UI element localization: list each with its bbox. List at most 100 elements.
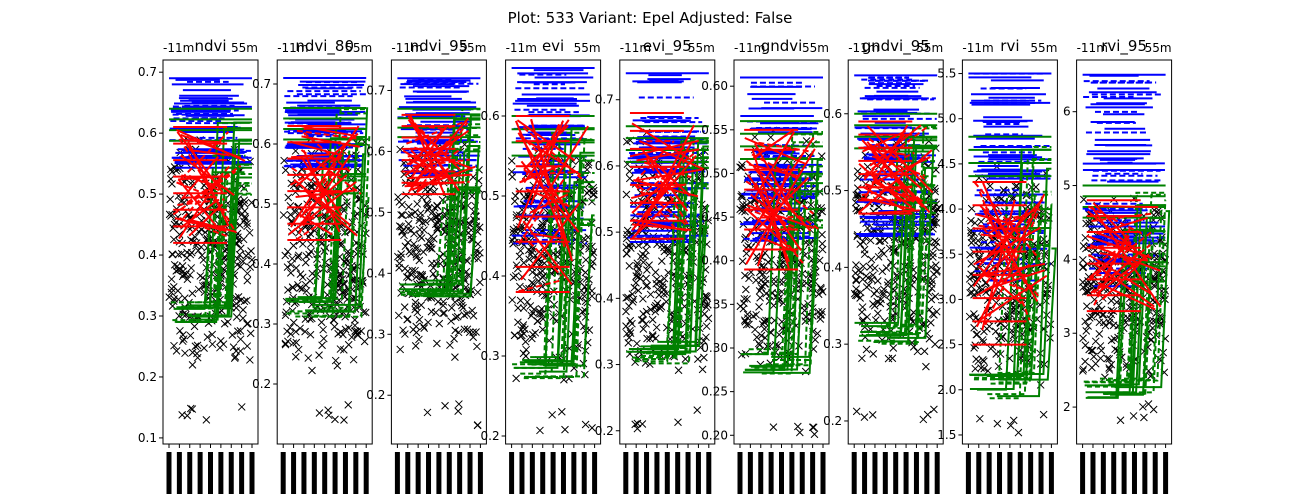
point-marker [284,193,293,202]
point-marker [1116,416,1125,425]
point-marker [1097,346,1106,355]
point-marker [174,286,182,295]
point-marker [423,206,432,214]
point-marker [291,352,300,361]
point-marker [1099,310,1108,319]
y-tick-label: 0.2 [366,388,385,402]
point-marker [633,262,641,270]
point-marker [851,198,860,207]
series-b-line [176,181,218,200]
series-b-line [873,162,922,202]
point-marker [418,218,427,227]
point-marker [808,423,817,432]
point-marker [404,220,413,228]
point-marker [1107,310,1116,319]
point-marker [665,195,674,204]
point-marker [519,321,528,329]
y-tick-label: 0.4 [366,266,385,280]
x-tick-label [986,452,992,494]
series-b-line [290,125,360,228]
series-c-line [524,138,592,378]
subplot-title: gndvi_95 [862,37,930,56]
point-marker [873,309,882,318]
point-marker [1088,312,1096,321]
series-b-line [409,120,461,171]
point-marker [853,184,862,192]
point-marker [548,410,557,419]
point-marker [181,310,190,319]
series-b-line [530,232,563,240]
point-marker [756,346,765,355]
y-tick-label: 0.3 [595,358,614,372]
point-marker [538,219,547,228]
point-marker [165,293,174,301]
y-tick-label: 0.3 [138,309,157,323]
y-tick-label: 0.3 [366,327,385,341]
plot-area [507,67,598,435]
point-marker [188,348,197,357]
point-marker [1144,400,1153,408]
x-tick-label [1038,452,1044,494]
point-marker [966,289,974,297]
series-c-line [1106,204,1166,394]
y-tick-label: 4 [1063,252,1071,266]
x-tick-label [477,452,483,494]
point-marker [289,339,298,348]
point-marker [973,330,982,339]
point-marker [1094,301,1103,310]
point-marker [852,275,860,284]
y-tick-label: 0.2 [595,424,614,438]
series-b-line [636,213,674,218]
point-marker [1149,281,1158,290]
point-marker [351,327,359,335]
point-marker [703,300,712,309]
point-marker [166,195,175,204]
point-marker [404,238,412,247]
subplot-title: rvi [1000,37,1019,55]
point-marker [633,339,641,348]
y-tick-label: 0.45 [701,210,728,224]
point-marker [980,364,988,373]
series-c-line [875,185,938,335]
series-c-line [187,163,252,307]
point-marker [507,167,516,176]
y-tick-label: 0.5 [481,189,500,203]
point-marker [240,196,249,205]
point-marker [532,271,541,279]
point-marker [294,345,303,354]
series-b-line [979,205,1017,241]
point-marker [743,310,752,319]
point-marker [929,270,938,278]
x-tick-labels [623,444,712,494]
point-marker [344,401,353,409]
point-marker [411,341,420,350]
point-marker [871,264,879,273]
point-marker [852,204,861,213]
series-c-line [655,205,709,348]
point-marker [236,327,245,335]
point-marker [292,264,301,272]
series-c-line [765,208,823,371]
series-b-line [1090,205,1162,308]
point-marker [1012,182,1021,190]
point-marker [1082,327,1091,335]
point-marker [202,416,211,424]
point-marker [634,353,642,362]
point-marker [429,269,438,278]
point-marker [167,275,176,284]
x-tick-label [187,452,193,494]
point-marker [995,332,1004,340]
point-marker [884,354,893,363]
x-tick-labels [737,444,826,494]
point-marker [306,330,315,339]
point-marker [339,279,348,288]
point-marker [693,355,702,363]
point-marker [462,310,471,318]
series-c-line [634,220,707,360]
x-tick-labels [1080,444,1169,494]
y-tick-label: 0.1 [138,431,157,445]
point-marker [1095,330,1104,338]
point-marker [284,286,292,294]
series-c-line [421,145,481,282]
point-marker [183,411,192,420]
